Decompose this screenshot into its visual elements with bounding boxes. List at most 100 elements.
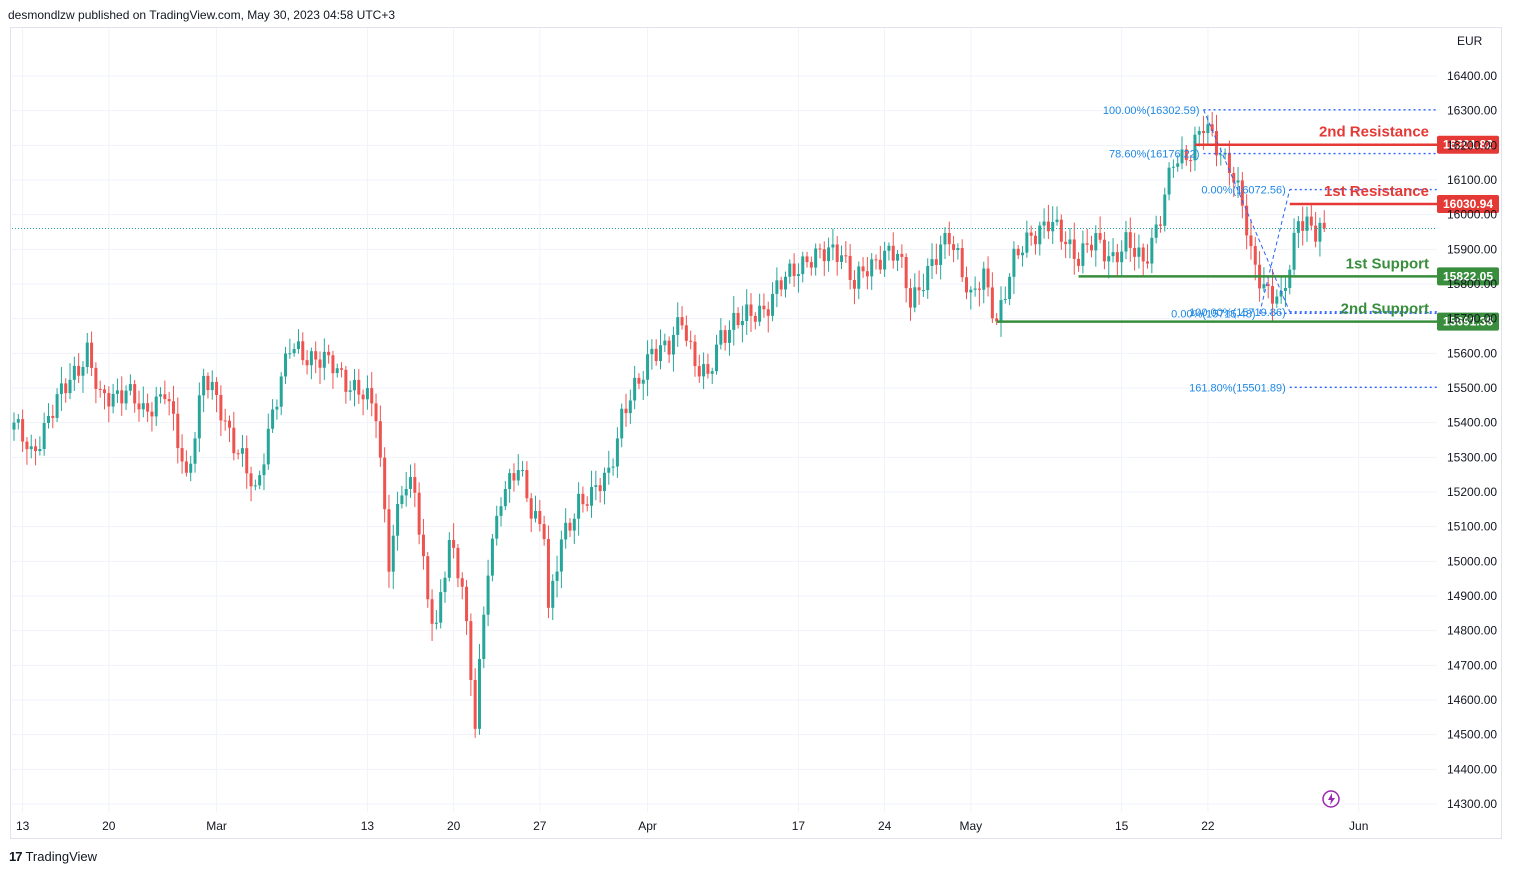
candle [1021,246,1025,267]
price-tag [1437,312,1499,331]
candle [650,339,654,370]
candle-body [309,351,313,366]
candle-body [1133,247,1137,257]
candle [624,393,628,427]
candle-body [490,538,494,576]
candle-body [447,540,451,578]
candle-body [1137,247,1141,257]
candle [59,366,63,412]
candle-body [809,262,813,268]
candle [977,281,981,307]
lightning-icon[interactable] [1322,790,1340,808]
candle [249,466,253,502]
candle-body [779,280,783,290]
candle [908,278,912,321]
candle [51,404,55,429]
candle [413,463,417,508]
candle [426,552,430,608]
candle-body [874,259,878,261]
candle [1124,220,1128,260]
candle-body [525,470,529,499]
candle-body [1163,194,1167,226]
candle-body [266,428,270,465]
candle [477,644,481,735]
candle [154,386,158,426]
candle-body [654,348,658,362]
candle [973,276,977,297]
candle-body [413,477,417,493]
currency-label: EUR [1457,34,1483,48]
candle [633,365,637,410]
candle [258,470,262,490]
candle-body [1115,252,1119,263]
candle-body [917,287,921,291]
candle-body [1102,239,1106,262]
candle [572,513,576,545]
candle-body [236,453,240,455]
candle [46,403,50,429]
candle-body [659,345,662,362]
fib-level-label: 100.00%(16302.59) [1103,105,1200,117]
candle [615,427,619,478]
candle [271,399,275,433]
tradingview-logo[interactable]: 17 TradingView [9,849,97,864]
candle [146,393,150,422]
candle [1245,194,1249,250]
price-tag-label: 15822.05 [1443,269,1493,283]
y-tick-label: 14400.00 [1447,762,1497,776]
candle [68,363,72,400]
candle [1003,286,1007,304]
candle-body [38,448,42,452]
candle [262,453,266,491]
y-tick-label: 14500.00 [1447,728,1497,742]
candle-body [611,466,615,468]
candle [887,242,891,261]
candle [1120,240,1124,277]
candle [585,496,589,512]
candle-body [568,522,572,531]
candle-body [146,403,150,412]
candle [124,385,128,410]
candle-body [758,305,762,322]
candle [534,495,538,523]
candle-body [292,349,296,354]
candle [1029,225,1033,246]
candle-body [482,614,486,659]
candle-body [288,353,292,355]
candle-body [977,288,981,290]
candle [637,373,641,390]
candle-body [228,420,231,428]
candle [934,243,938,275]
candle-body [184,461,188,473]
candle-body [1305,216,1309,231]
candle-body [1189,160,1193,162]
candle-body [840,255,844,262]
candle-body [1120,251,1124,263]
candle [189,455,193,482]
candle [667,336,671,363]
candle-body [1193,134,1197,161]
candle-body [271,409,275,429]
candle-body [602,472,606,492]
candle [197,382,201,453]
candle [620,403,624,448]
candle [1314,211,1318,248]
candle-body [581,493,585,505]
candle [857,261,861,300]
candle [1253,237,1257,281]
candle-body [715,344,719,372]
candle [1318,217,1322,257]
candle [1068,227,1072,259]
candle [693,334,697,377]
candle-body [1279,290,1283,297]
x-tick-label: May [959,819,982,833]
candle [684,315,688,347]
candle-body [796,274,800,277]
candle-body [1090,244,1093,251]
candle [559,530,563,589]
price-tag-label: 16030.94 [1443,197,1493,211]
candle-body [749,304,753,316]
candle-body [827,247,831,262]
candle-body [141,403,145,410]
